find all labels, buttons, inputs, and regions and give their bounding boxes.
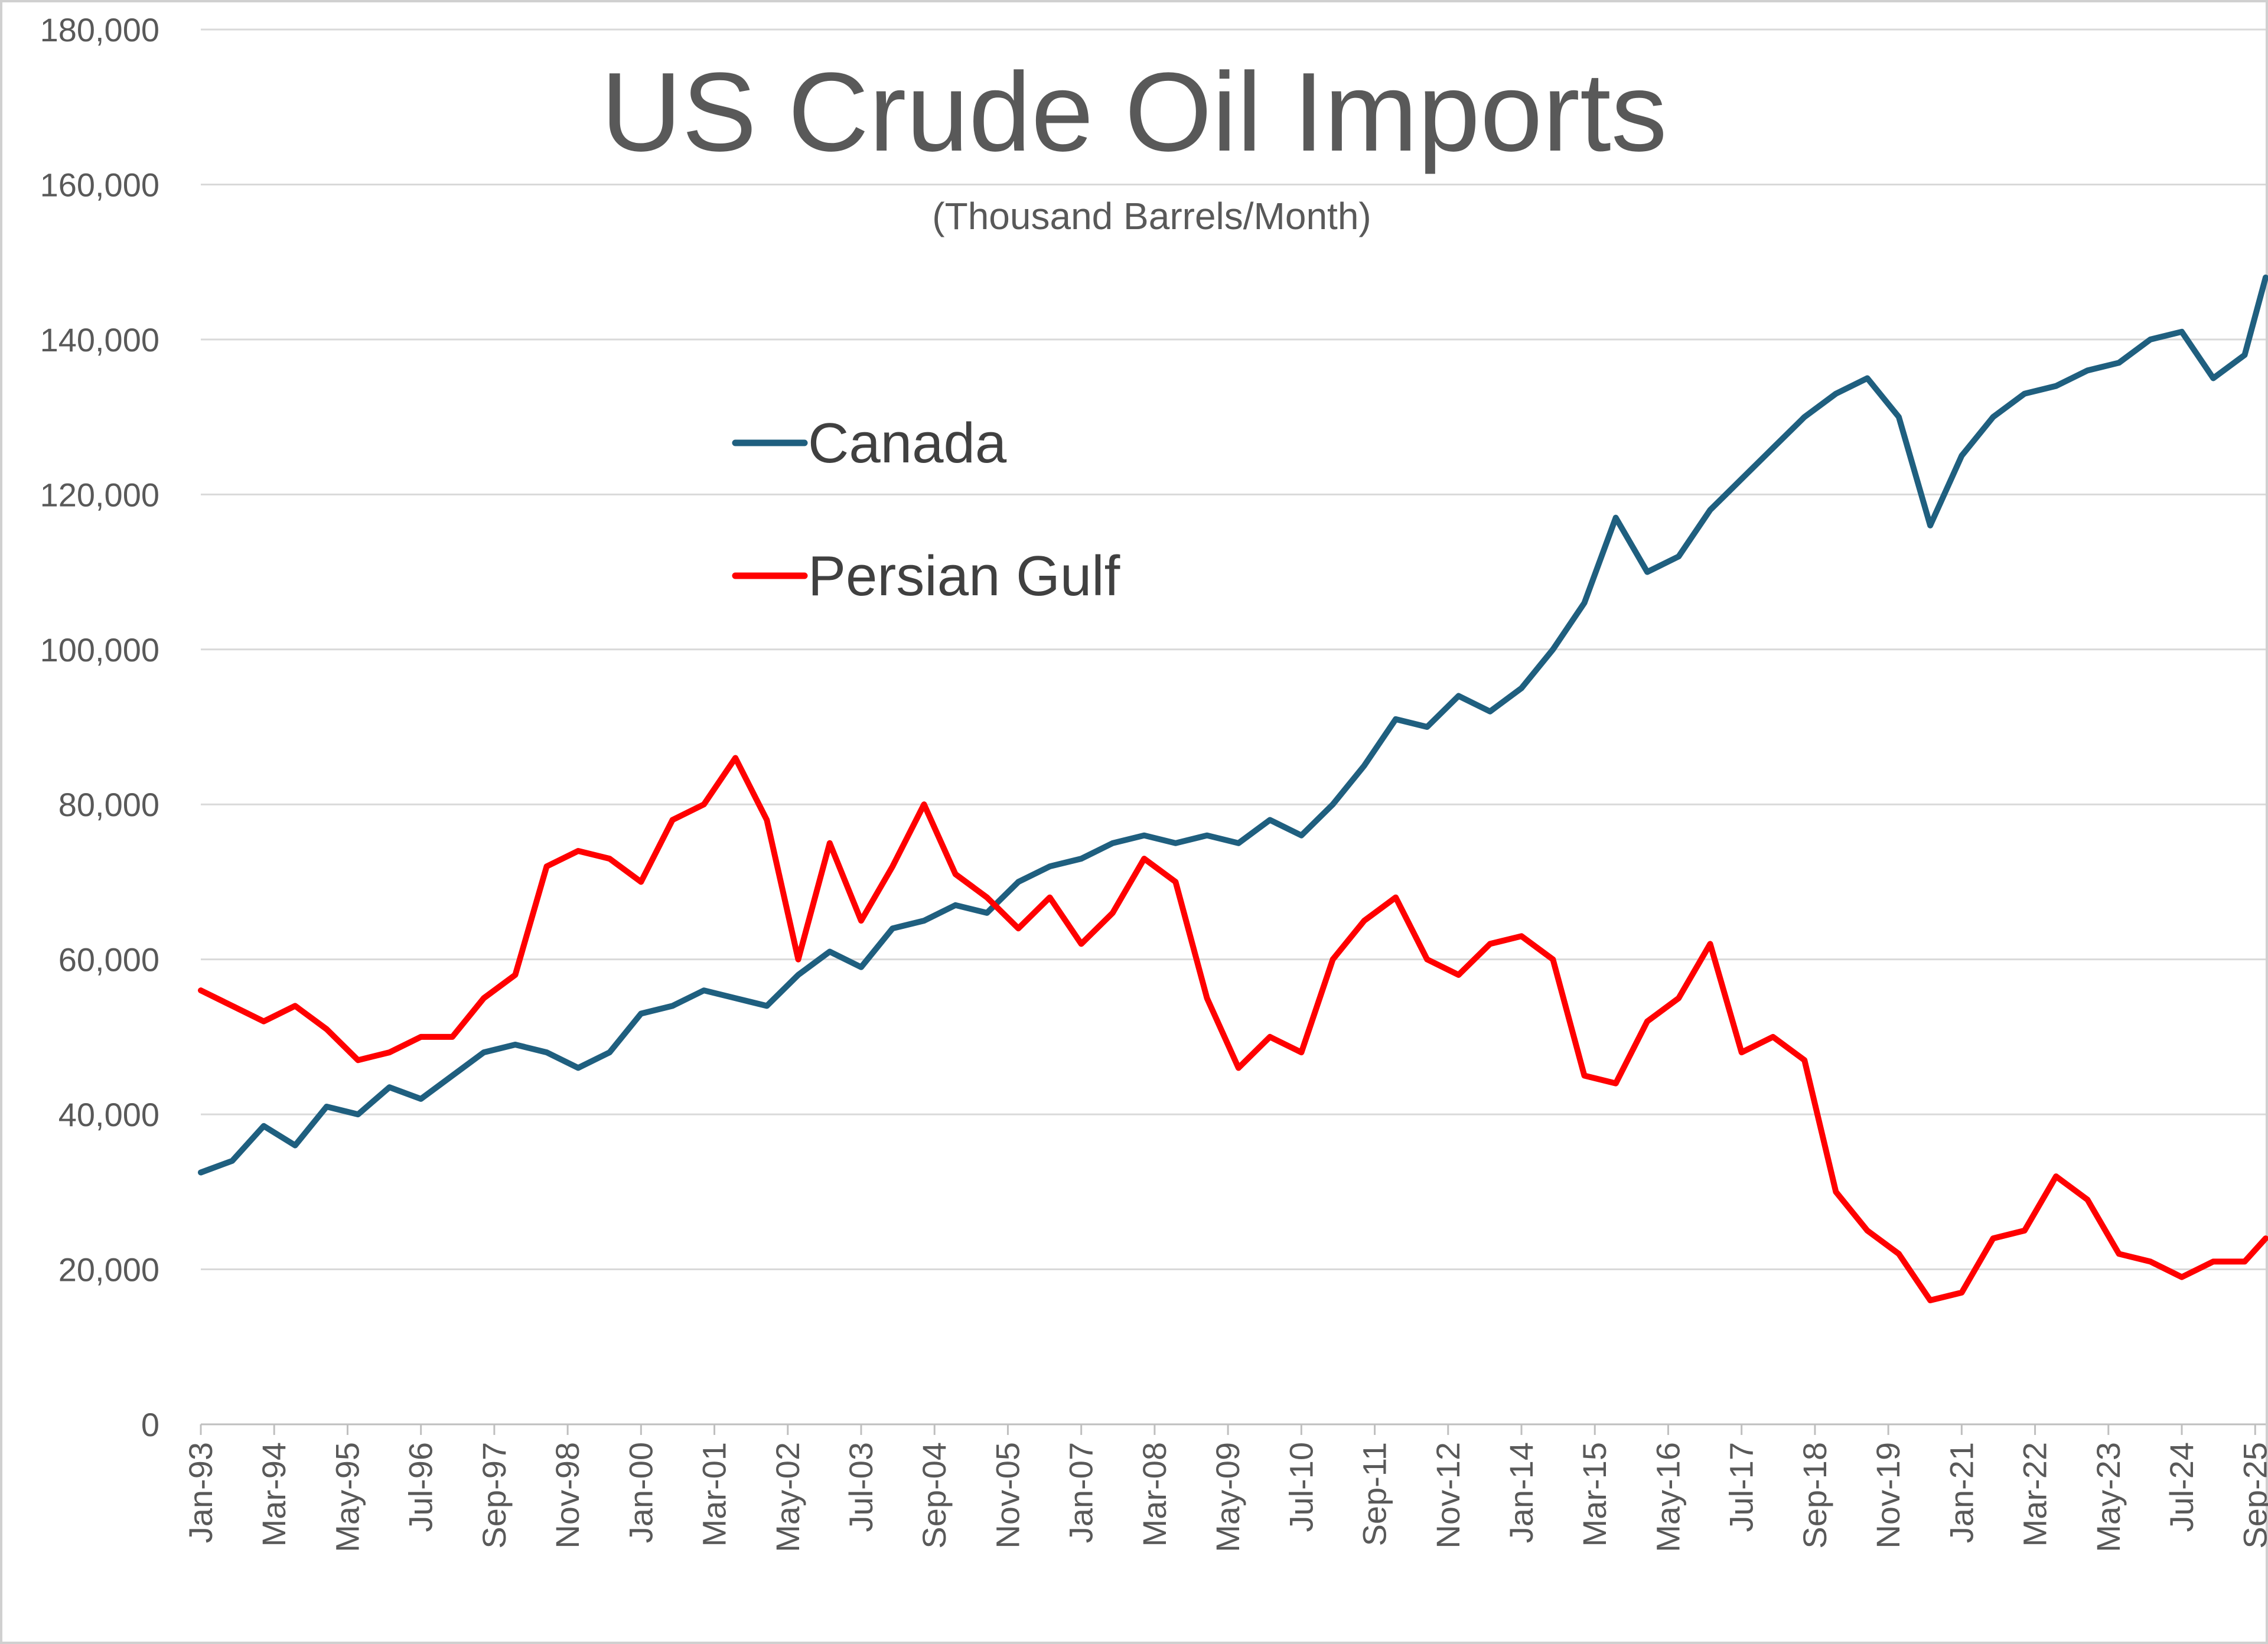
x-tick-label: Nov-12 [1429, 1442, 1467, 1549]
y-tick-label: 140,000 [40, 321, 159, 358]
x-tick-label: Sep-97 [475, 1442, 513, 1549]
x-tick-label: Jan-21 [1943, 1442, 1980, 1543]
x-tick-label: Mar-08 [1136, 1442, 1173, 1547]
legend-label-persian-gulf: Persian Gulf [808, 544, 1120, 608]
x-tick-label: Jan-14 [1503, 1442, 1540, 1543]
axes: 0 20,000 40,000 60,000 80,000 100,000 120,000 1… [40, 11, 2268, 1552]
x-tick-label: Nov-19 [1869, 1442, 1907, 1549]
x-tick-label: Jul-24 [2163, 1442, 2200, 1532]
x-tick-label: May-23 [2090, 1442, 2127, 1552]
y-tick-label: 120,000 [40, 476, 159, 513]
y-tick-label: 0 [141, 1406, 159, 1443]
x-tick-label: Sep-18 [1796, 1442, 1833, 1549]
x-tick-label: Mar-15 [1576, 1442, 1613, 1547]
x-tick-label: Jul-10 [1282, 1442, 1319, 1532]
x-tick-label: Jul-03 [842, 1442, 879, 1532]
x-tick-label: Sep-25 [2236, 1442, 2268, 1549]
x-tick-label: Sep-04 [915, 1442, 953, 1549]
x-tick-label: Sep-11 [1356, 1442, 1393, 1546]
x-tick-label: Nov-05 [989, 1442, 1026, 1549]
x-tick-label: Jan-07 [1063, 1442, 1100, 1543]
y-tick-label: 100,000 [40, 631, 159, 668]
chart-title: US Crude Oil Imports [601, 50, 1667, 175]
x-tick-label: May-95 [328, 1442, 366, 1552]
series-lines [198, 274, 2268, 1303]
y-tick-label: 40,000 [58, 1096, 159, 1133]
x-tick-label: May-02 [769, 1442, 806, 1552]
x-tick-label: Nov-98 [549, 1442, 586, 1549]
x-tick-label: Jan-00 [622, 1442, 659, 1543]
y-tick-label: 80,000 [58, 786, 159, 823]
x-tick-label: Mar-94 [255, 1442, 292, 1547]
series-line-persian-gulf [198, 755, 2268, 1303]
series-line-canada [198, 274, 2268, 1176]
legend: Canada Persian Gulf [732, 412, 1120, 608]
x-tick-label: Mar-01 [696, 1442, 733, 1547]
gridlines [201, 28, 2266, 1271]
x-tick-label: Jan-93 [182, 1442, 219, 1543]
y-tick-label: 180,000 [40, 11, 159, 48]
x-tick-label: Jul-96 [402, 1442, 439, 1532]
x-tick-label: May-09 [1209, 1442, 1246, 1552]
x-tick-label: Mar-22 [2016, 1442, 2054, 1547]
y-tick-label: 20,000 [58, 1251, 159, 1289]
x-tick-label: Jul-17 [1723, 1442, 1760, 1532]
x-tick-label: May-16 [1649, 1442, 1686, 1552]
legend-label-canada: Canada [808, 412, 1007, 475]
chart-subtitle: (Thousand Barrels/Month) [932, 195, 1371, 237]
y-tick-label: 160,000 [40, 166, 159, 203]
y-tick-label: 60,000 [58, 941, 159, 978]
